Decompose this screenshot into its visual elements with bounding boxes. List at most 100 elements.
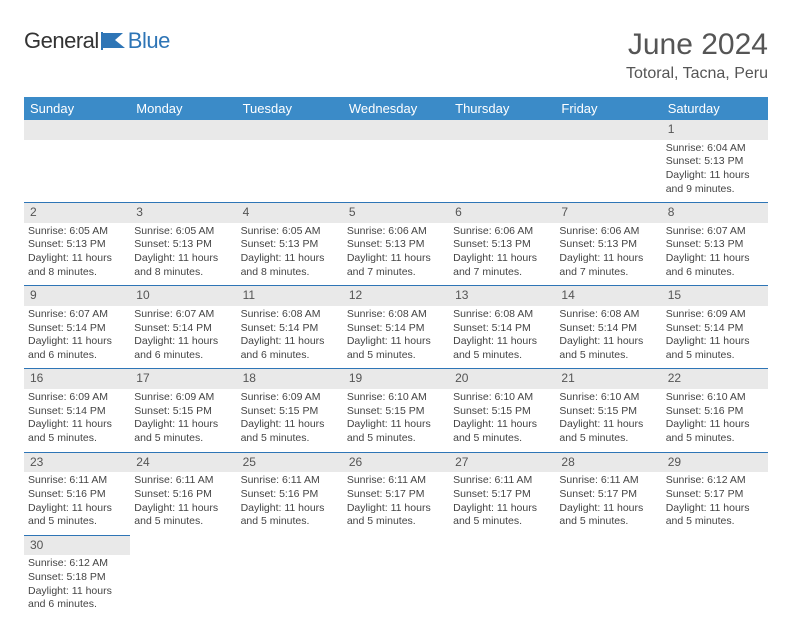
- daylight-text: and 7 minutes.: [347, 266, 445, 280]
- daylight-text: and 5 minutes.: [453, 349, 551, 363]
- day-number-row: 2345678: [24, 203, 768, 223]
- day-number-cell: [24, 120, 130, 140]
- daylight-text: Daylight: 11 hours: [134, 335, 232, 349]
- sunrise-text: Sunrise: 6:06 AM: [559, 225, 657, 239]
- sunrise-text: Sunrise: 6:11 AM: [347, 474, 445, 488]
- day-detail-cell: [555, 555, 661, 618]
- weekday-header: Saturday: [662, 97, 768, 120]
- day-number-cell: 17: [130, 369, 236, 389]
- day-detail-cell: Sunrise: 6:10 AMSunset: 5:16 PMDaylight:…: [662, 389, 768, 452]
- day-number-cell: 16: [24, 369, 130, 389]
- daylight-text: Daylight: 11 hours: [241, 418, 339, 432]
- daylight-text: and 5 minutes.: [666, 349, 764, 363]
- sunrise-text: Sunrise: 6:11 AM: [28, 474, 126, 488]
- day-detail-cell: Sunrise: 6:12 AMSunset: 5:18 PMDaylight:…: [24, 555, 130, 618]
- day-detail-cell: Sunrise: 6:11 AMSunset: 5:17 PMDaylight:…: [343, 472, 449, 535]
- daylight-text: Daylight: 11 hours: [241, 502, 339, 516]
- day-number-cell: 15: [662, 286, 768, 306]
- day-number-cell: 26: [343, 452, 449, 472]
- day-detail-cell: Sunrise: 6:09 AMSunset: 5:15 PMDaylight:…: [130, 389, 236, 452]
- day-number-cell: [237, 120, 343, 140]
- day-detail-cell: [662, 555, 768, 618]
- daylight-text: Daylight: 11 hours: [453, 502, 551, 516]
- sunrise-text: Sunrise: 6:11 AM: [453, 474, 551, 488]
- day-detail-cell: [130, 555, 236, 618]
- sunset-text: Sunset: 5:13 PM: [28, 238, 126, 252]
- day-number-cell: 18: [237, 369, 343, 389]
- sunset-text: Sunset: 5:13 PM: [134, 238, 232, 252]
- daylight-text: Daylight: 11 hours: [347, 252, 445, 266]
- daylight-text: and 5 minutes.: [134, 515, 232, 529]
- brand-word2: Blue: [128, 28, 170, 54]
- day-number-cell: [130, 535, 236, 555]
- daylight-text: and 7 minutes.: [559, 266, 657, 280]
- sunrise-text: Sunrise: 6:11 AM: [134, 474, 232, 488]
- day-detail-cell: Sunrise: 6:08 AMSunset: 5:14 PMDaylight:…: [343, 306, 449, 369]
- day-detail-cell: Sunrise: 6:10 AMSunset: 5:15 PMDaylight:…: [343, 389, 449, 452]
- daylight-text: Daylight: 11 hours: [134, 502, 232, 516]
- day-number-cell: 8: [662, 203, 768, 223]
- day-number-cell: [343, 535, 449, 555]
- day-detail-cell: [237, 555, 343, 618]
- day-number-cell: 25: [237, 452, 343, 472]
- daylight-text: and 5 minutes.: [559, 515, 657, 529]
- sunset-text: Sunset: 5:13 PM: [666, 155, 764, 169]
- sunrise-text: Sunrise: 6:12 AM: [666, 474, 764, 488]
- day-detail-cell: Sunrise: 6:05 AMSunset: 5:13 PMDaylight:…: [24, 223, 130, 286]
- sunrise-text: Sunrise: 6:10 AM: [347, 391, 445, 405]
- daylight-text: Daylight: 11 hours: [28, 418, 126, 432]
- day-detail-cell: Sunrise: 6:11 AMSunset: 5:17 PMDaylight:…: [449, 472, 555, 535]
- day-detail-cell: Sunrise: 6:09 AMSunset: 5:14 PMDaylight:…: [24, 389, 130, 452]
- day-detail-cell: [343, 555, 449, 618]
- day-number-cell: 5: [343, 203, 449, 223]
- day-number-cell: 27: [449, 452, 555, 472]
- sunset-text: Sunset: 5:16 PM: [134, 488, 232, 502]
- day-number-cell: 9: [24, 286, 130, 306]
- day-detail-cell: Sunrise: 6:07 AMSunset: 5:14 PMDaylight:…: [130, 306, 236, 369]
- day-detail-row: Sunrise: 6:11 AMSunset: 5:16 PMDaylight:…: [24, 472, 768, 535]
- sunset-text: Sunset: 5:15 PM: [453, 405, 551, 419]
- day-number-cell: 12: [343, 286, 449, 306]
- sunrise-text: Sunrise: 6:08 AM: [453, 308, 551, 322]
- daylight-text: and 6 minutes.: [28, 349, 126, 363]
- sunset-text: Sunset: 5:13 PM: [453, 238, 551, 252]
- daylight-text: Daylight: 11 hours: [559, 335, 657, 349]
- day-number-cell: 23: [24, 452, 130, 472]
- day-detail-cell: Sunrise: 6:08 AMSunset: 5:14 PMDaylight:…: [555, 306, 661, 369]
- day-detail-cell: [24, 140, 130, 203]
- sunset-text: Sunset: 5:16 PM: [241, 488, 339, 502]
- day-detail-cell: Sunrise: 6:08 AMSunset: 5:14 PMDaylight:…: [449, 306, 555, 369]
- location-text: Totoral, Tacna, Peru: [626, 65, 768, 83]
- sunrise-text: Sunrise: 6:09 AM: [134, 391, 232, 405]
- day-detail-row: Sunrise: 6:07 AMSunset: 5:14 PMDaylight:…: [24, 306, 768, 369]
- sunrise-text: Sunrise: 6:07 AM: [134, 308, 232, 322]
- day-number-cell: 28: [555, 452, 661, 472]
- day-detail-cell: Sunrise: 6:11 AMSunset: 5:16 PMDaylight:…: [24, 472, 130, 535]
- day-number-cell: [449, 535, 555, 555]
- day-detail-cell: Sunrise: 6:11 AMSunset: 5:16 PMDaylight:…: [237, 472, 343, 535]
- day-detail-cell: Sunrise: 6:10 AMSunset: 5:15 PMDaylight:…: [449, 389, 555, 452]
- day-number-cell: 29: [662, 452, 768, 472]
- sunset-text: Sunset: 5:14 PM: [347, 322, 445, 336]
- page-header: General Blue June 2024 Totoral, Tacna, P…: [24, 28, 768, 83]
- day-number-cell: 22: [662, 369, 768, 389]
- daylight-text: and 8 minutes.: [28, 266, 126, 280]
- day-detail-row: Sunrise: 6:09 AMSunset: 5:14 PMDaylight:…: [24, 389, 768, 452]
- day-number-cell: 24: [130, 452, 236, 472]
- sunrise-text: Sunrise: 6:06 AM: [347, 225, 445, 239]
- brand-logo: General Blue: [24, 28, 170, 54]
- sunset-text: Sunset: 5:18 PM: [28, 571, 126, 585]
- sunset-text: Sunset: 5:14 PM: [453, 322, 551, 336]
- daylight-text: Daylight: 11 hours: [347, 502, 445, 516]
- sunset-text: Sunset: 5:14 PM: [559, 322, 657, 336]
- day-number-cell: 3: [130, 203, 236, 223]
- day-number-cell: 19: [343, 369, 449, 389]
- weekday-header: Tuesday: [237, 97, 343, 120]
- sunset-text: Sunset: 5:17 PM: [666, 488, 764, 502]
- daylight-text: Daylight: 11 hours: [666, 502, 764, 516]
- day-detail-cell: Sunrise: 6:06 AMSunset: 5:13 PMDaylight:…: [555, 223, 661, 286]
- daylight-text: Daylight: 11 hours: [241, 252, 339, 266]
- day-detail-cell: Sunrise: 6:05 AMSunset: 5:13 PMDaylight:…: [130, 223, 236, 286]
- sunrise-text: Sunrise: 6:08 AM: [241, 308, 339, 322]
- day-number-cell: 4: [237, 203, 343, 223]
